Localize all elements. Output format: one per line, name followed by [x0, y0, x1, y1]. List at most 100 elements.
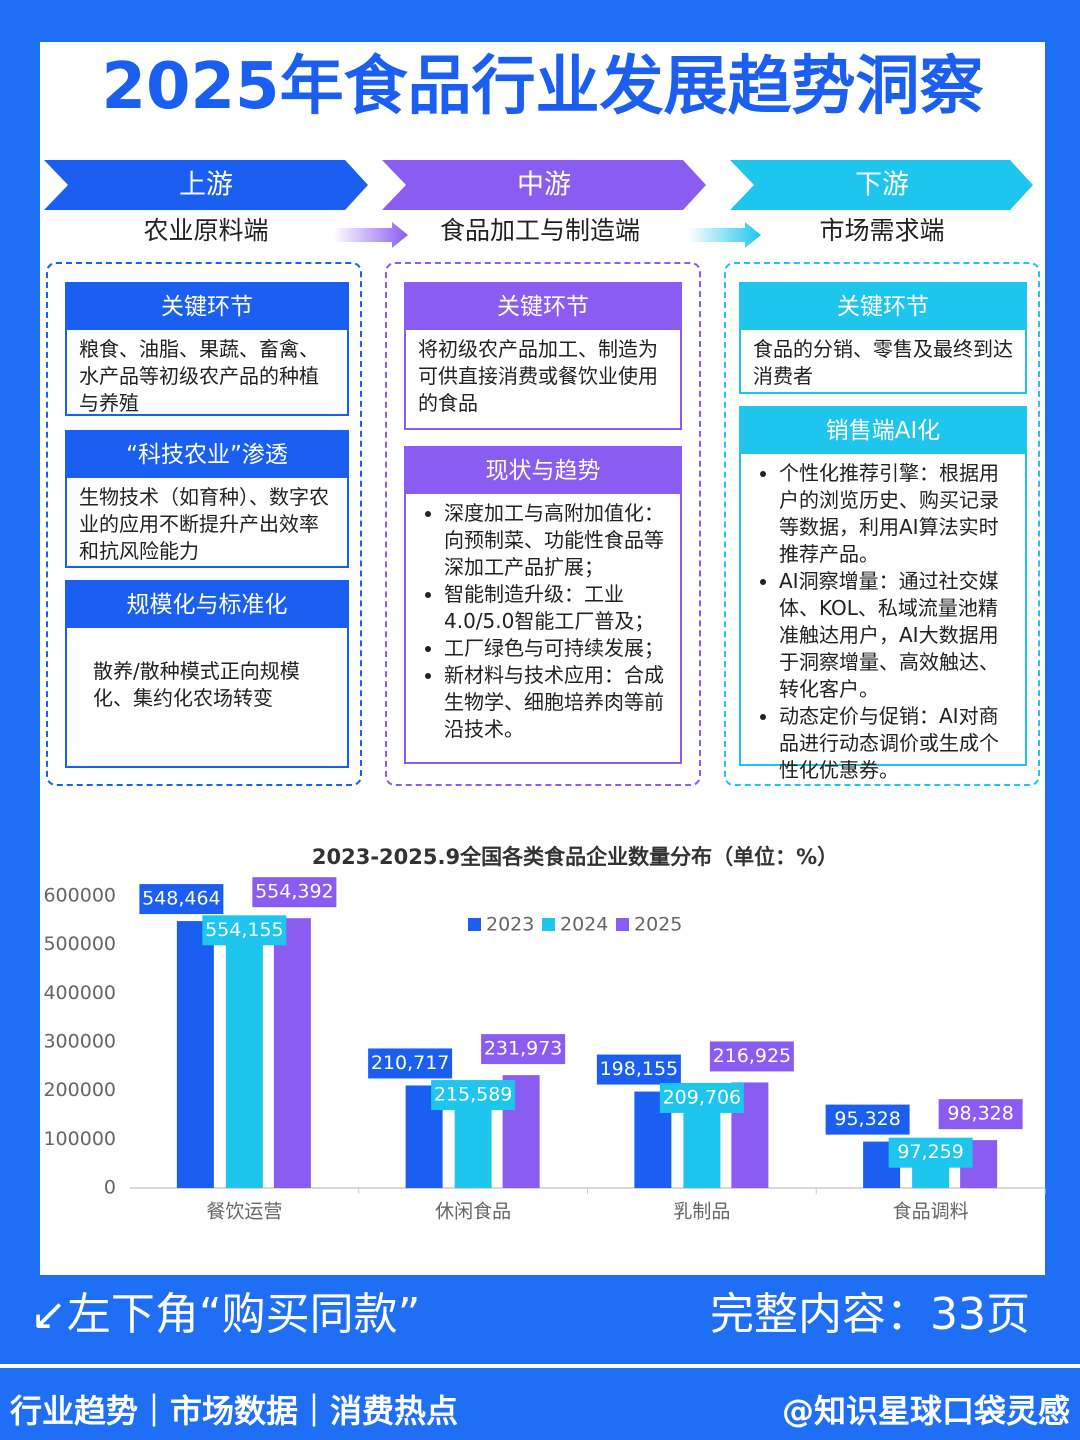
legend-swatch — [616, 918, 629, 931]
info-box: 关键环节食品的分销、零售及最终到达消费者 — [739, 282, 1027, 394]
value-label: 554,155 — [205, 919, 284, 941]
x-tick-label: 休闲食品 — [435, 1201, 511, 1223]
value-label: 209,706 — [663, 1086, 742, 1108]
y-tick-label: 300000 — [43, 1031, 116, 1053]
value-label: 548,464 — [142, 888, 221, 910]
value-label: 98,328 — [947, 1103, 1013, 1125]
stage-name: 中游 — [517, 170, 571, 201]
stage-chevron — [44, 160, 368, 210]
y-tick-label: 100000 — [43, 1128, 116, 1150]
bullet-item: 深度加工与高附加值化：向预制菜、功能性食品等深加工产品扩展； — [444, 500, 670, 581]
box-body: 粮食、油脂、果蔬、畜禽、水产品等初级农产品的种植与养殖 — [67, 330, 347, 417]
legend-swatch — [468, 918, 481, 931]
stage-chevron — [730, 160, 1033, 210]
value-label-bg — [825, 1104, 910, 1135]
value-label-bg — [888, 1137, 973, 1168]
value-label-bg — [431, 1080, 516, 1111]
value-label: 95,328 — [834, 1108, 900, 1130]
value-label-bg — [481, 1034, 566, 1065]
box-text: 生物技术（如育种）、数字农业的应用不断提升产出效率和抗风险能力 — [79, 485, 329, 563]
stage-name: 上游 — [179, 170, 233, 201]
flow: 上游 中游 下游 农业原料端 食品加工与制造端 市场需求端 — [44, 160, 1033, 248]
stage-subtitle: 食品加工与制造端 — [440, 216, 640, 245]
value-label-bg — [368, 1048, 453, 1079]
stage-column: 关键环节食品的分销、零售及最终到达消费者销售端AI化个性化推荐引擎：根据用户的浏… — [724, 262, 1040, 786]
y-tick-label: 600000 — [43, 885, 116, 907]
bullet-item: 新材料与技术应用：合成生物学、细胞培养肉等前沿技术。 — [444, 662, 670, 743]
box-body: 食品的分销、零售及最终到达消费者 — [741, 330, 1025, 390]
box-title: 关键环节 — [67, 284, 347, 330]
box-title: 销售端AI化 — [741, 408, 1025, 454]
bullet-item: 动态定价与促销：AI对商品进行动态调价或生成个性化优惠券。 — [779, 703, 1015, 784]
value-label-bg — [202, 915, 287, 946]
x-tick-label: 乳制品 — [673, 1201, 730, 1223]
box-text: 将初级农产品加工、制造为可供直接消费或餐饮业使用的食品 — [418, 337, 658, 415]
flow-arrow — [688, 222, 761, 248]
box-text: 食品的分销、零售及最终到达消费者 — [753, 337, 1013, 388]
y-tick-label: 0 — [104, 1177, 116, 1199]
legend-label: 2025 — [634, 914, 682, 936]
flow-arrow — [333, 222, 408, 248]
value-label-bg — [139, 884, 224, 915]
box-body: 生物技术（如育种）、数字农业的应用不断提升产出效率和抗风险能力 — [67, 478, 347, 565]
value-label-bg — [938, 1099, 1023, 1130]
box-title: 关键环节 — [406, 284, 680, 330]
stage-chevron — [382, 160, 706, 210]
bullet-item: AI洞察增量：通过社交媒体、KOL、私域流量池精准触达用户，AI大数据用于洞察增… — [779, 568, 1015, 703]
box-body: 深度加工与高附加值化：向预制菜、功能性食品等深加工产品扩展；智能制造升级：工业4… — [406, 494, 680, 743]
box-title: 规模化与标准化 — [67, 582, 347, 628]
legend-label: 2024 — [560, 914, 608, 936]
chart: 2023-2025.9全国各类食品企业数量分布（单位：%） 0 100000 200… — [43, 845, 1046, 1223]
info-box: 关键环节将初级农产品加工、制造为可供直接消费或餐饮业使用的食品 — [404, 282, 682, 430]
bullet-item: 个性化推荐引擎：根据用户的浏览历史、购买记录等数据，利用AI算法实时推荐产品。 — [779, 460, 1015, 568]
box-title: “科技农业”渗透 — [67, 432, 347, 478]
value-label: 210,717 — [371, 1052, 450, 1074]
bullet-list: 个性化推荐引擎：根据用户的浏览历史、购买记录等数据，利用AI算法实时推荐产品。A… — [753, 460, 1015, 784]
stage-column: 关键环节将初级农产品加工、制造为可供直接消费或餐饮业使用的食品现状与趋势深度加工… — [385, 262, 701, 786]
box-body: 将初级农产品加工、制造为可供直接消费或餐饮业使用的食品 — [406, 330, 680, 417]
stage-subtitle: 市场需求端 — [819, 216, 944, 245]
footer-right: 完整内容：33页 — [710, 1289, 1030, 1340]
x-tick-label: 食品调料 — [893, 1201, 969, 1223]
stage-subtitle: 农业原料端 — [143, 216, 268, 245]
footer-account: @知识星球口袋灵感 — [781, 1392, 1070, 1430]
footer-tags: 行业趋势｜市场数据｜消费热点 — [10, 1392, 459, 1430]
legend-swatch — [542, 918, 555, 931]
value-label-bg — [596, 1054, 681, 1085]
legend-label: 2023 — [486, 914, 534, 936]
info-box: 关键环节粮食、油脂、果蔬、畜禽、水产品等初级农产品的种植与养殖 — [65, 282, 349, 416]
y-tick-label: 200000 — [43, 1079, 116, 1101]
info-box: 规模化与标准化散养/散种模式正向规模化、集约化农场转变 — [65, 580, 349, 768]
stage-name: 下游 — [855, 170, 909, 201]
value-label: 216,925 — [713, 1045, 792, 1067]
box-text: 散养/散种模式正向规模化、集约化农场转变 — [93, 659, 300, 710]
x-tick-label: 餐饮运营 — [206, 1201, 282, 1223]
box-text: 粮食、油脂、果蔬、畜禽、水产品等初级农产品的种植与养殖 — [79, 337, 319, 415]
box-body: 散养/散种模式正向规模化、集约化农场转变 — [67, 628, 347, 712]
bar — [225, 918, 263, 1188]
bullet-item: 工厂绿色与可持续发展； — [444, 635, 670, 662]
box-title: 现状与趋势 — [406, 448, 680, 494]
page-title: 2025年食品行业发展趋势洞察 — [101, 50, 984, 124]
value-label: 554,392 — [255, 881, 334, 903]
bar — [176, 921, 214, 1188]
info-box: 销售端AI化个性化推荐引擎：根据用户的浏览历史、购买记录等数据，利用AI算法实时… — [739, 406, 1027, 782]
bar — [273, 918, 311, 1188]
bullet-item: 智能制造升级：工业4.0/5.0智能工厂普及； — [444, 581, 670, 635]
box-body: 个性化推荐引擎：根据用户的浏览历史、购买记录等数据，利用AI算法实时推荐产品。A… — [741, 454, 1025, 784]
divider — [0, 1364, 1080, 1368]
value-label: 231,973 — [484, 1038, 563, 1060]
stage-column: 关键环节粮食、油脂、果蔬、畜禽、水产品等初级农产品的种植与养殖 “科技农业”渗透生… — [46, 262, 362, 786]
value-label: 97,259 — [897, 1141, 963, 1163]
value-label-bg — [659, 1082, 744, 1113]
info-box: “科技农业”渗透生物技术（如育种）、数字农业的应用不断提升产出效率和抗风险能力 — [65, 430, 349, 568]
value-label-bg — [252, 877, 337, 908]
chart-title: 2023-2025.9全国各类食品企业数量分布（单位：%） — [312, 845, 838, 869]
footer-left: ↙左下角“购买同款” — [30, 1289, 421, 1340]
value-label: 215,589 — [434, 1084, 513, 1106]
box-title: 关键环节 — [741, 284, 1025, 330]
y-tick-label: 400000 — [43, 982, 116, 1004]
bullet-list: 深度加工与高附加值化：向预制菜、功能性食品等深加工产品扩展；智能制造升级：工业4… — [418, 500, 670, 743]
y-tick-label: 500000 — [43, 933, 116, 955]
